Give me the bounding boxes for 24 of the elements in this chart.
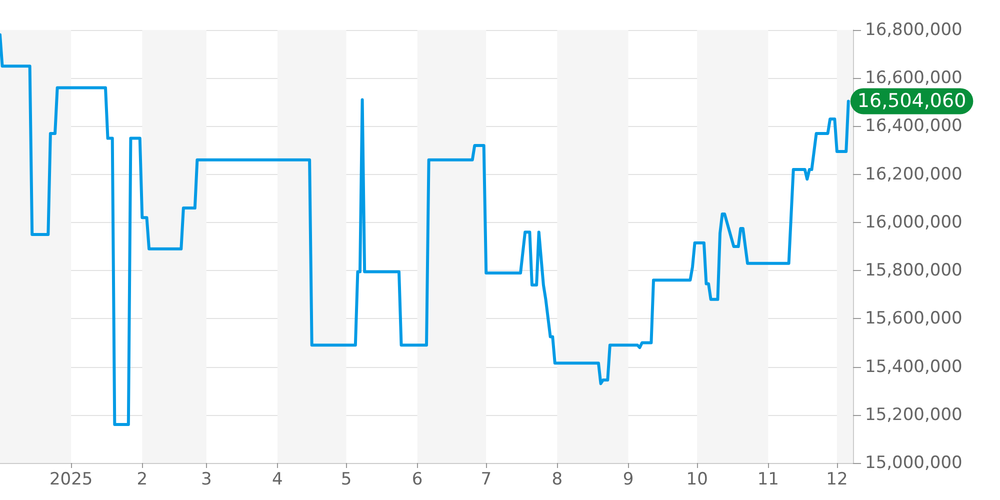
- x-tick-label: 10: [686, 470, 708, 490]
- x-tick-label: 3: [200, 470, 212, 490]
- y-tick-label: 16,800,000: [865, 20, 962, 40]
- x-tick-label: 12: [826, 470, 848, 490]
- x-tick-label: 4: [272, 470, 283, 490]
- annotation: 16,504,060: [857, 90, 966, 112]
- y-tick-label: 15,800,000: [865, 260, 962, 281]
- x-tick-label: 11: [757, 470, 779, 490]
- y-tick-label: 16,200,000: [865, 164, 962, 184]
- x-tick-label: 8: [552, 470, 563, 490]
- x-tick-label: 5: [340, 470, 352, 490]
- y-tick-label: 15,600,000: [865, 308, 962, 329]
- y-tick-label: 16,600,000: [865, 68, 962, 88]
- y-tick-label: 15,400,000: [865, 356, 962, 377]
- x-tick-label: 9: [622, 470, 634, 490]
- y-tick-label: 16,000,000: [865, 212, 962, 232]
- x-tick-label: 7: [480, 470, 492, 490]
- x-tick-label: 2025: [49, 470, 93, 490]
- y-tick-label: 15,200,000: [865, 404, 962, 425]
- y-tick-label: 15,000,000: [865, 453, 962, 473]
- x-tick-label: 6: [412, 470, 423, 490]
- x-tick-label: 2: [136, 470, 148, 490]
- line-series: [0, 33, 850, 426]
- y-tick-label: 16,400,000: [865, 116, 962, 136]
